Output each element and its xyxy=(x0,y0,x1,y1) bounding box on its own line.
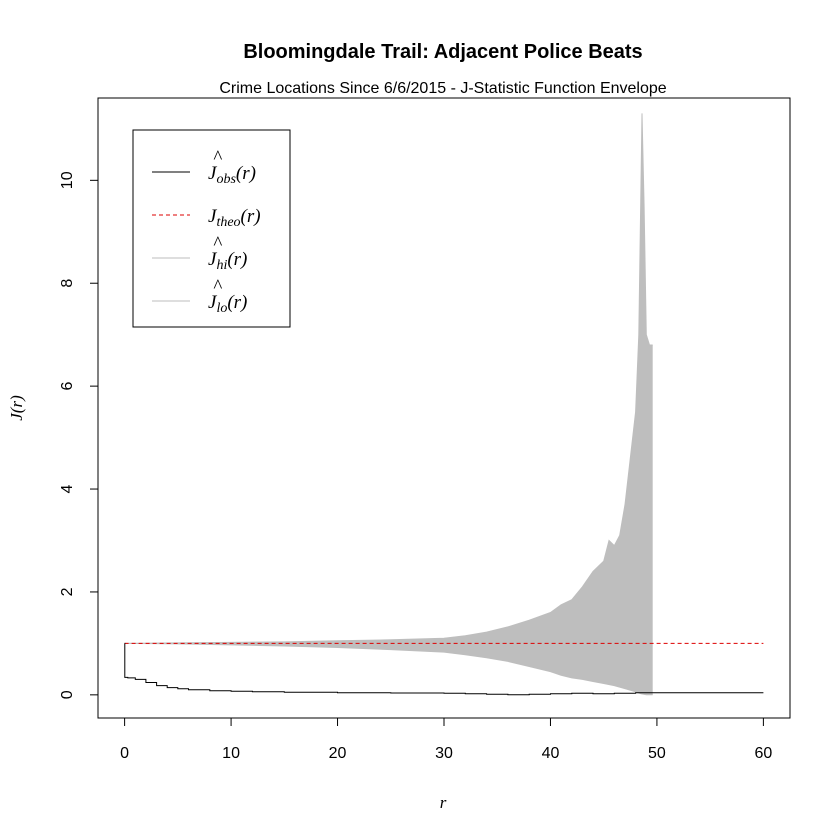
x-tick-label: 60 xyxy=(754,745,772,762)
y-tick-label: 4 xyxy=(59,484,76,493)
x-tick-label: 0 xyxy=(120,745,129,762)
chart-title: Bloomingdale Trail: Adjacent Police Beat… xyxy=(243,41,642,63)
y-axis-label: J(r) xyxy=(7,395,26,421)
x-tick-label: 50 xyxy=(648,745,666,762)
legend-hat-lo: ^ xyxy=(213,276,223,297)
y-tick-label: 8 xyxy=(59,279,76,288)
legend-hat-obs: ^ xyxy=(213,147,223,168)
y-tick-label: 10 xyxy=(59,171,76,189)
legend-hat-hi: ^ xyxy=(213,233,223,254)
y-tick-label: 6 xyxy=(59,382,76,391)
observed-layer xyxy=(124,642,764,696)
legend-box xyxy=(132,129,291,328)
legend-label-hi: Jhi(r) xyxy=(208,249,247,273)
envelope-layer xyxy=(124,113,653,696)
x-axis-label: r xyxy=(440,793,447,812)
x-tick-label: 30 xyxy=(435,745,453,762)
x-tick-label: 40 xyxy=(542,745,560,762)
x-tick-label: 10 xyxy=(222,745,240,762)
series-line-lo xyxy=(124,642,653,696)
legend-label-obs: Jobs(r) xyxy=(208,163,256,187)
chart-subtitle: Crime Locations Since 6/6/2015 - J-Stati… xyxy=(219,80,666,97)
legend-label-lo: Jlo(r) xyxy=(208,292,247,316)
series-line-hi xyxy=(124,113,653,644)
x-axis: 0 10 20 30 40 50 60 xyxy=(120,717,772,762)
series-line-obs xyxy=(124,642,764,696)
envelope-band xyxy=(124,113,653,695)
legend: Jobs(r)^Jtheo(r)Jhi(r)^Jlo(r)^ xyxy=(132,129,291,328)
legend-label-theo: Jtheo(r) xyxy=(208,206,261,230)
y-axis: 0 2 4 6 8 10 xyxy=(59,171,99,699)
y-tick-label: 0 xyxy=(59,690,76,699)
x-tick-label: 20 xyxy=(329,745,347,762)
y-tick-label: 2 xyxy=(59,587,76,596)
